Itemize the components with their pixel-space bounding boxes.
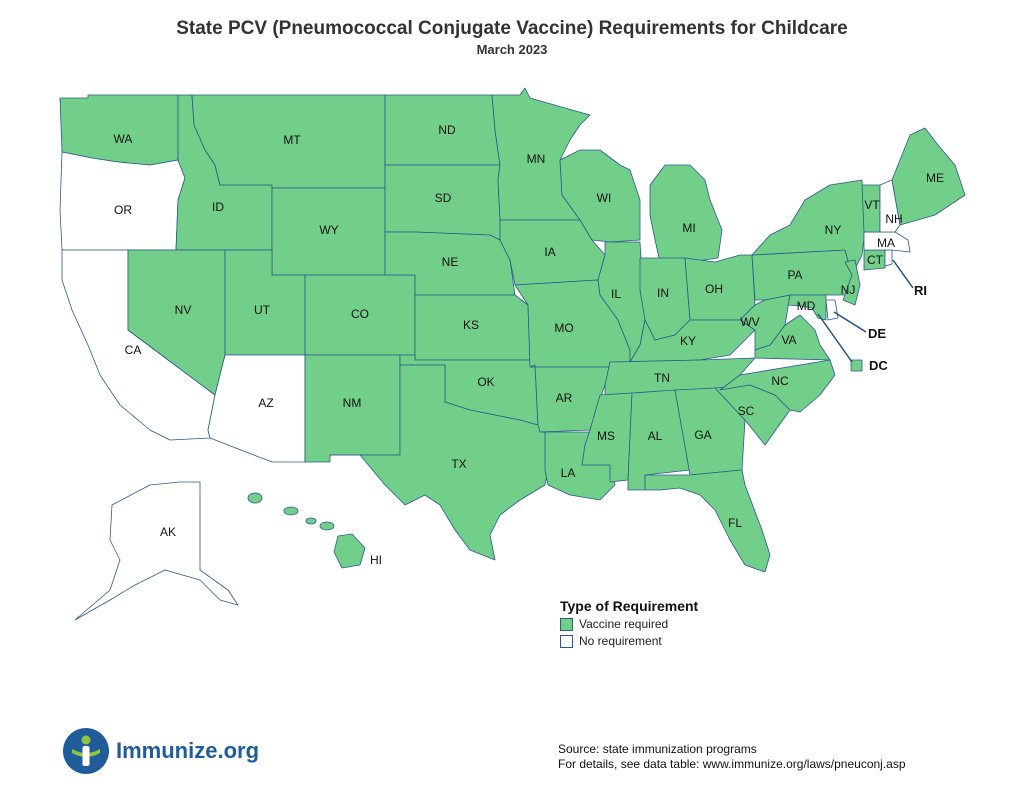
label-PA: PA — [787, 268, 802, 282]
label-AR: AR — [556, 391, 573, 405]
state-MN[interactable] — [491, 87, 591, 221]
legend-title: Type of Requirement — [560, 598, 699, 614]
label-MS: MS — [597, 429, 615, 443]
state-DE[interactable] — [825, 299, 839, 321]
label-SD: SD — [435, 191, 452, 205]
label-VT: VT — [864, 198, 880, 212]
label-NH: NH — [885, 212, 902, 226]
label-MO: MO — [554, 321, 573, 335]
label-IA: IA — [544, 245, 555, 259]
legend-label: No requirement — [579, 634, 662, 648]
state-NH[interactable] — [879, 179, 901, 233]
label-MN: MN — [527, 152, 546, 166]
label-LA: LA — [561, 466, 576, 480]
callouts: RI DE DC — [817, 259, 927, 373]
label-TX: TX — [451, 457, 466, 471]
label-OR: OR — [114, 203, 132, 217]
label-SC: SC — [738, 404, 755, 418]
legend-label: Vaccine required — [579, 617, 669, 631]
state-NE[interactable] — [384, 231, 516, 296]
map-subtitle: March 2023 — [476, 42, 548, 57]
label-MD: MD — [797, 299, 816, 313]
label-HI: HI — [370, 553, 382, 567]
immunize-logo-icon — [63, 728, 109, 774]
label-MI: MI — [682, 221, 695, 235]
label-IL: IL — [611, 287, 621, 301]
label-ND: ND — [438, 123, 456, 137]
state-AZ[interactable] — [207, 354, 306, 463]
legend: Type of Requirement Vaccine required No … — [560, 598, 698, 651]
label-MT: MT — [283, 133, 301, 147]
callout-DC: DC — [869, 358, 888, 373]
logo-text: Immunize.org — [116, 738, 260, 763]
callout-DE: DE — [868, 326, 886, 341]
state-WA[interactable] — [59, 94, 179, 166]
state-NJ[interactable] — [842, 259, 861, 306]
callout-RI: RI — [914, 283, 927, 298]
label-CA: CA — [125, 343, 142, 357]
label-TN: TN — [654, 371, 670, 385]
label-FL: FL — [728, 516, 742, 530]
state-RI[interactable] — [884, 249, 893, 267]
legend-item-vaccine-required: Vaccine required — [560, 617, 698, 631]
state-NC[interactable] — [719, 359, 836, 413]
label-NE: NE — [442, 255, 459, 269]
map-title: State PCV (Pneumococcal Conjugate Vaccin… — [176, 18, 848, 39]
source-note: Source: state immunization programs For … — [558, 742, 906, 772]
immunize-logo: Immunize.org — [62, 727, 259, 775]
details-line: For details, see data table: www.immuniz… — [558, 757, 906, 771]
label-NM: NM — [343, 396, 362, 410]
state-MI[interactable] — [649, 164, 723, 263]
state-WV[interactable] — [739, 294, 791, 351]
state-FL[interactable] — [644, 469, 771, 573]
label-NC: NC — [771, 374, 789, 388]
label-OK: OK — [477, 375, 494, 389]
legend-item-no-requirement: No requirement — [560, 634, 698, 648]
label-KS: KS — [463, 318, 479, 332]
label-VA: VA — [781, 333, 796, 347]
label-MA: MA — [877, 236, 895, 250]
state-AK[interactable] — [74, 481, 239, 621]
legend-swatch-no-requirement — [560, 634, 573, 648]
label-CT: CT — [867, 253, 884, 267]
label-WV: WV — [740, 315, 759, 329]
label-WA: WA — [114, 132, 133, 146]
state-GA[interactable] — [674, 387, 746, 476]
label-OH: OH — [705, 282, 723, 296]
state-MD[interactable] — [787, 294, 827, 321]
state-HI[interactable] — [247, 492, 366, 569]
label-NJ: NJ — [841, 283, 856, 297]
label-IN: IN — [657, 286, 669, 300]
label-WY: WY — [319, 223, 338, 237]
state-ME[interactable] — [891, 127, 966, 226]
label-NY: NY — [825, 223, 842, 237]
label-UT: UT — [254, 303, 271, 317]
label-AL: AL — [648, 429, 663, 443]
label-WI: WI — [597, 191, 612, 205]
legend-swatch-vaccine-required — [560, 617, 573, 631]
state-labels: WA OR CA ID NV MT WY UT AZ CO NM ND SD N… — [114, 123, 944, 567]
label-AK: AK — [160, 525, 176, 539]
source-line: Source: state immunization programs — [558, 742, 757, 756]
label-KY: KY — [680, 334, 696, 348]
label-AZ: AZ — [258, 396, 273, 410]
state-WI[interactable] — [559, 149, 641, 243]
state-TX[interactable] — [329, 364, 549, 561]
state-OR[interactable] — [59, 151, 186, 251]
label-GA: GA — [694, 428, 711, 442]
state-DC-swatch[interactable] — [850, 359, 863, 372]
label-ID: ID — [212, 200, 224, 214]
label-NV: NV — [175, 303, 192, 317]
label-CO: CO — [351, 307, 369, 321]
label-ME: ME — [926, 171, 944, 185]
